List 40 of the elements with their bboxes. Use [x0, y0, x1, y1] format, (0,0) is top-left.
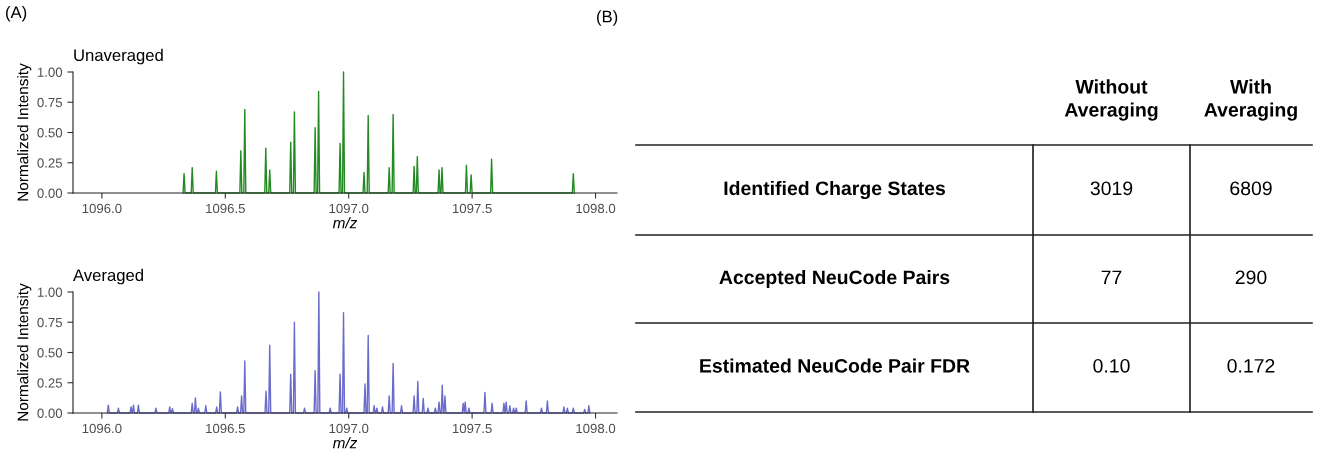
data-label: 0.10: [1093, 358, 1130, 373]
y-tick-label: 0.25: [37, 378, 63, 388]
category-label: Identified Charge States: [724, 180, 945, 200]
chart-title: Unaveraged: [74, 48, 163, 65]
x-tick-label: 1096.5: [206, 203, 245, 214]
x-axis-title: m/z: [332, 437, 358, 449]
line-series: [106, 291, 591, 414]
x-tick-label: 1098.0: [576, 203, 616, 214]
text: With Averaging: [1204, 79, 1297, 121]
data-label: 77: [1101, 270, 1122, 285]
x-axis-title: m/z: [332, 217, 358, 229]
y-axis-title: Normalized Intensity: [17, 63, 32, 201]
y-tick-label: 1.00: [37, 287, 63, 297]
x-tick-label: 1097.5: [452, 423, 492, 434]
x-tick-label: 1098.0: [576, 423, 616, 434]
y-tick-label: 0.00: [37, 408, 63, 418]
chart-title: Averaged: [73, 268, 143, 285]
data-label: 0.172: [1227, 358, 1275, 373]
y-tick-label: 0.25: [37, 158, 63, 168]
y-axis-title: Normalized Intensity: [17, 283, 32, 421]
y-tick-label: 0.50: [37, 348, 63, 358]
data-label: 290: [1235, 270, 1267, 285]
data-label: 6809: [1230, 181, 1272, 196]
category-label: Accepted NeuCode Pairs: [719, 269, 950, 289]
x-tick-label: 1096.0: [82, 423, 122, 434]
category-label: Estimated NeuCode Pair FDR: [700, 358, 970, 373]
y-tick-label: 0.50: [37, 128, 63, 138]
x-tick-label: 1097.0: [329, 423, 369, 434]
y-tick-label: 1.00: [37, 67, 63, 77]
text: Without Averaging: [1064, 79, 1158, 121]
x-tick-label: 1096.0: [82, 203, 122, 214]
x-tick-label: 1097.0: [329, 203, 369, 214]
y-tick-label: 0.00: [37, 188, 63, 198]
y-tick-label: 0.75: [37, 317, 63, 328]
text: (B): [597, 10, 618, 26]
text: (A): [6, 5, 27, 22]
x-tick-label: 1097.5: [452, 203, 492, 214]
x-tick-label: 1096.5: [206, 423, 245, 434]
y-tick-label: 0.75: [37, 97, 63, 108]
data-label: 3019: [1090, 181, 1133, 196]
